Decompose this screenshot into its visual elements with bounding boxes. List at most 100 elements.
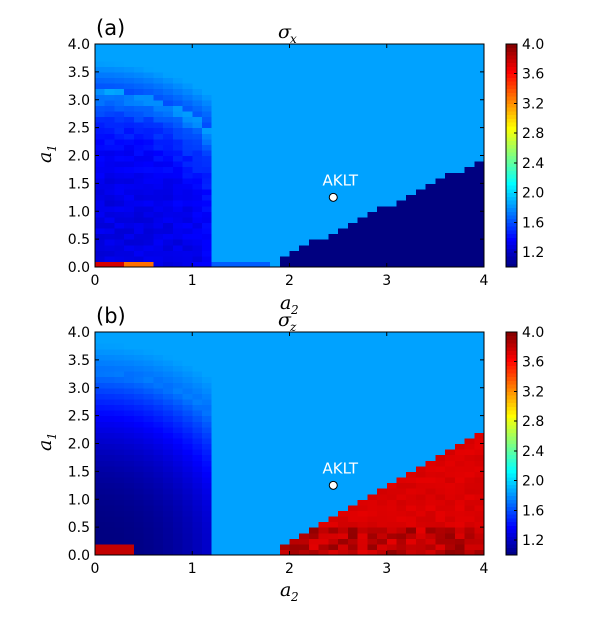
heatmap-cell <box>474 155 485 162</box>
heatmap-cell <box>231 83 242 90</box>
heatmap-cell <box>425 532 436 539</box>
heatmap-cell <box>95 194 106 201</box>
heatmap-cell <box>270 138 281 145</box>
heatmap-cell <box>415 110 427 118</box>
heatmap-cell <box>289 510 300 517</box>
heatmap-cell <box>211 365 223 372</box>
heatmap-cell <box>270 499 281 506</box>
heatmap-cell <box>308 432 320 439</box>
heatmap-cell <box>299 44 310 51</box>
heatmap-cell <box>143 371 154 378</box>
heatmap-cell <box>114 250 125 257</box>
heatmap-cell <box>308 443 320 450</box>
heatmap-cell <box>435 354 446 361</box>
heatmap-cell <box>299 359 310 367</box>
heatmap-cell <box>445 99 456 106</box>
heatmap-cell <box>172 504 184 511</box>
heatmap-cell <box>338 161 349 168</box>
heatmap-cell <box>260 476 271 484</box>
heatmap-cell <box>172 44 184 51</box>
heatmap-cell <box>328 122 339 129</box>
heatmap-cell <box>289 60 300 67</box>
heatmap-cell <box>289 149 300 157</box>
heatmap-cell <box>435 343 446 350</box>
heatmap-cell <box>260 482 271 489</box>
heatmap-cell <box>250 49 261 56</box>
heatmap-cell <box>396 359 407 367</box>
heatmap-cell <box>357 60 368 67</box>
heatmap-cell <box>299 543 310 551</box>
heatmap-cell <box>221 449 232 456</box>
heatmap-cell <box>211 354 223 361</box>
heatmap-cell <box>270 365 281 372</box>
colorbar-segment <box>506 107 517 112</box>
heatmap-cell <box>143 488 154 495</box>
heatmap-cell <box>425 49 436 56</box>
heatmap-cell <box>367 521 378 528</box>
heatmap-cell <box>454 250 466 257</box>
heatmap-cell <box>289 337 300 344</box>
heatmap-cell <box>201 133 213 140</box>
colorbar-segment <box>506 73 517 78</box>
heatmap-cell <box>445 205 456 212</box>
heatmap-cell <box>338 354 349 361</box>
heatmap-cell <box>201 88 213 95</box>
heatmap-cell <box>143 161 154 168</box>
heatmap-cell <box>299 244 310 251</box>
heatmap-cell <box>143 504 154 511</box>
heatmap-cell <box>474 410 485 417</box>
heatmap-cell <box>95 211 106 218</box>
heatmap-cell <box>328 382 339 389</box>
heatmap-cell <box>396 476 407 484</box>
heatmap-cell <box>377 332 388 339</box>
heatmap-cell <box>221 471 232 478</box>
heatmap-cell <box>396 515 407 523</box>
heatmap-cell <box>104 250 116 257</box>
heatmap-cell <box>95 365 106 372</box>
heatmap-cell <box>396 499 407 506</box>
heatmap-cell <box>474 250 485 257</box>
heatmap-cell <box>386 398 398 406</box>
heatmap-cell <box>474 49 485 56</box>
heatmap-cell <box>338 515 349 523</box>
heatmap-cell <box>357 161 368 168</box>
heatmap-cell <box>240 432 252 439</box>
heatmap-cell <box>299 149 310 157</box>
heatmap-cell <box>338 261 349 268</box>
heatmap-cell <box>318 538 329 545</box>
heatmap-cell <box>367 88 378 95</box>
heatmap-cell <box>114 166 125 173</box>
heatmap-cell <box>357 415 368 422</box>
heatmap-cell <box>377 110 388 118</box>
heatmap-cell <box>143 122 154 129</box>
heatmap-cell <box>386 515 398 523</box>
heatmap-cell <box>133 543 145 551</box>
heatmap-cell <box>347 144 359 151</box>
heatmap-cell <box>124 521 135 528</box>
heatmap-cell <box>308 227 320 235</box>
heatmap-cell <box>172 404 184 411</box>
heatmap-cell <box>182 261 193 268</box>
heatmap-cell <box>250 460 261 467</box>
heatmap-cell <box>474 387 485 394</box>
heatmap-cell <box>308 521 320 528</box>
heatmap-cell <box>260 194 271 201</box>
heatmap-cell <box>377 449 388 456</box>
heatmap-cell <box>153 138 164 145</box>
heatmap-cell <box>240 488 252 495</box>
heatmap-cell <box>328 255 339 263</box>
heatmap-cell <box>415 116 427 123</box>
heatmap-cell <box>454 532 466 539</box>
heatmap-cell <box>250 532 261 539</box>
heatmap-cell <box>231 99 242 106</box>
heatmap-cell <box>211 482 223 489</box>
heatmap-cell <box>464 365 475 372</box>
heatmap-cell <box>328 149 339 157</box>
heatmap-cell <box>240 521 252 528</box>
heatmap-cell <box>425 398 436 406</box>
heatmap-cell <box>163 437 174 445</box>
heatmap-cell <box>474 44 485 51</box>
heatmap-cell <box>445 110 456 118</box>
heatmap-cell <box>163 460 174 467</box>
heatmap-cell <box>445 398 456 406</box>
